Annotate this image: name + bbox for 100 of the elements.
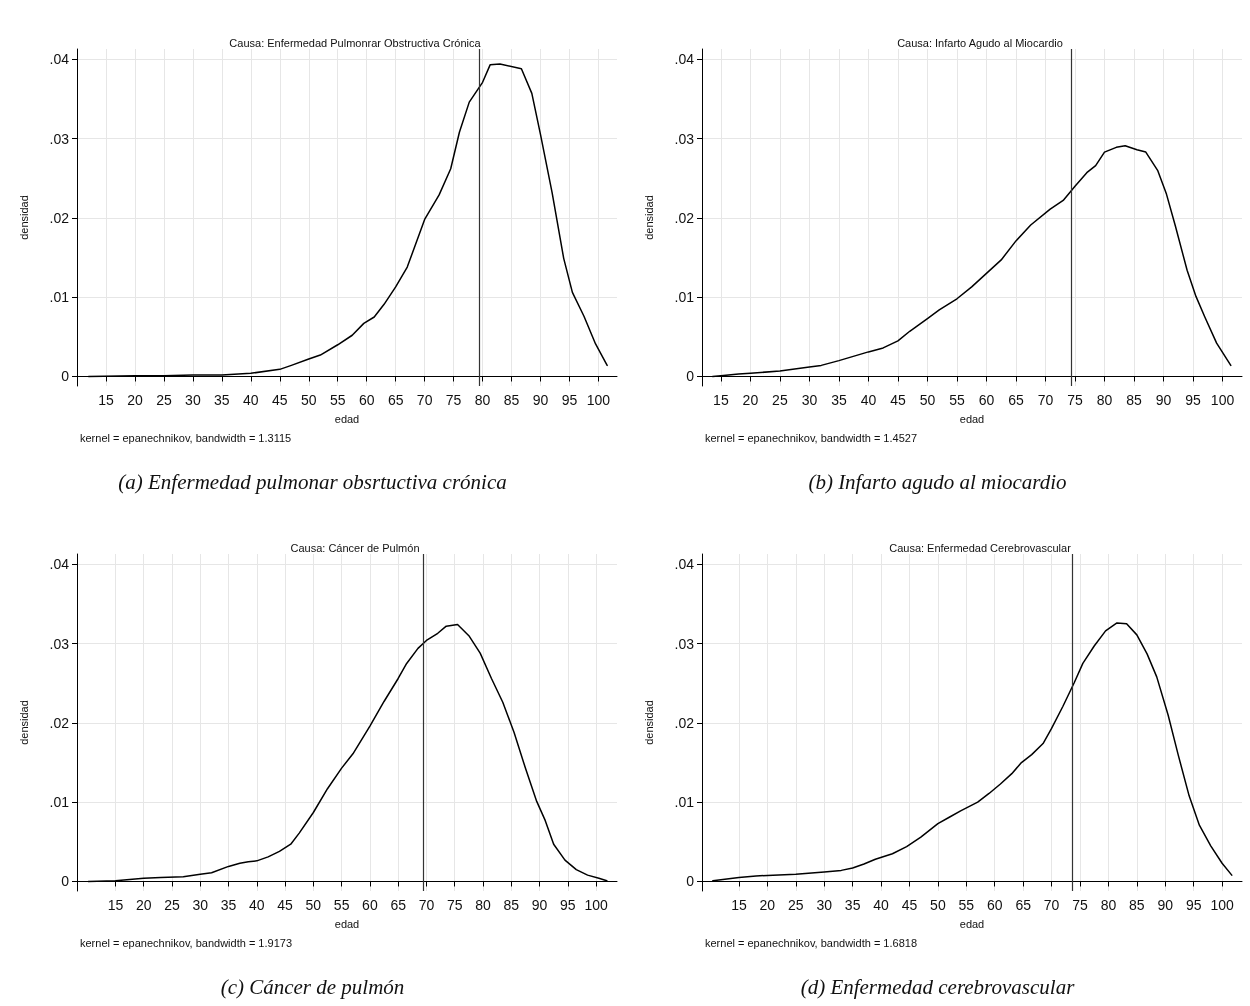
x-tick-label: 40 [873, 897, 890, 913]
x-tick-label: 85 [1126, 392, 1142, 408]
x-tick-label: 35 [220, 897, 237, 913]
x-tick-label: 70 [418, 897, 435, 913]
x-tick-label: 40 [243, 392, 259, 408]
x-tick-label: 45 [272, 392, 288, 408]
y-tick-label: .01 [674, 289, 695, 306]
x-tick-label: 40 [860, 392, 877, 408]
x-axis-title: edad [959, 412, 985, 425]
x-tick-label: 20 [759, 897, 776, 913]
x-tick-label: 95 [560, 897, 576, 913]
x-tick-label: 20 [127, 392, 143, 408]
x-tick-label: 25 [156, 392, 172, 408]
x-tick-label: 90 [532, 392, 549, 408]
x-tick-label: 65 [387, 392, 404, 408]
x-tick-label: 60 [362, 897, 378, 913]
text: kernel = epanechnikov, bandwidth = 1.3115 [80, 431, 292, 444]
chart-title: Causa: Enfermedad Cerebrovascular [889, 541, 1072, 554]
y-tick-label: .02 [674, 209, 695, 226]
text: kernel = epanechnikov, bandwidth = 1.4527 [705, 431, 918, 444]
x-tick-label: 25 [772, 392, 788, 408]
x-tick-label: 55 [333, 897, 350, 913]
x-tick-label: 45 [901, 897, 918, 913]
x-tick-label: 45 [277, 897, 294, 913]
x-tick-label: 70 [1043, 897, 1060, 913]
x-tick-label: 50 [300, 392, 317, 408]
x-tick-label: 75 [446, 897, 463, 913]
x-tick-label: 70 [1037, 392, 1054, 408]
x-tick-label: 75 [1067, 392, 1083, 408]
x-tick-label: 35 [844, 897, 861, 913]
x-tick-label: 80 [1100, 897, 1117, 913]
y-tick-label: .03 [49, 635, 70, 652]
y-tick-label: .04 [674, 556, 695, 573]
x-tick-label: 30 [185, 392, 201, 408]
y-tick-label: .03 [674, 635, 695, 652]
y-axis-title: densidad [17, 195, 30, 240]
x-tick-label: 45 [890, 392, 906, 408]
y-tick-label: 0 [61, 368, 70, 385]
y-tick-label: .04 [49, 51, 70, 68]
y-tick-label: 0 [686, 368, 695, 385]
x-tick-label: 85 [503, 392, 520, 408]
x-tick-label: 15 [713, 392, 729, 408]
y-tick-label: .01 [49, 289, 70, 306]
x-tick-label: 50 [305, 897, 322, 913]
y-axis-title: densidad [642, 700, 655, 745]
x-tick-label: 35 [214, 392, 230, 408]
x-tick-label: 80 [475, 897, 491, 913]
x-tick-label: 90 [1155, 392, 1172, 408]
x-tick-label: 60 [358, 392, 375, 408]
chart-title: Causa: Cáncer de Pulmón [290, 541, 420, 554]
y-tick-label: 0 [686, 873, 695, 890]
y-tick-label: .04 [49, 556, 70, 573]
x-tick-label: 95 [1185, 392, 1202, 408]
y-tick-label: .04 [674, 51, 695, 68]
x-tick-label: 30 [816, 897, 833, 913]
x-tick-label: 80 [474, 392, 491, 408]
y-tick-label: 0 [61, 873, 70, 890]
x-tick-label: 100 [584, 897, 608, 913]
x-axis-title: edad [334, 917, 360, 930]
x-tick-label: 65 [1015, 897, 1032, 913]
x-tick-label: 60 [978, 392, 995, 408]
y-tick-label: .03 [49, 130, 70, 147]
x-tick-label: 30 [801, 392, 818, 408]
x-tick-label: 95 [1185, 897, 1202, 913]
x-tick-label: 20 [742, 392, 759, 408]
x-tick-label: 50 [930, 897, 946, 913]
x-tick-label: 70 [416, 392, 433, 408]
x-axis-title: edad [959, 917, 985, 930]
x-tick-label: 85 [503, 897, 520, 913]
x-tick-label: 85 [1129, 897, 1145, 913]
x-tick-label: 35 [831, 392, 847, 408]
x-tick-label: 20 [135, 897, 152, 913]
text: kernel = epanechnikov, bandwidth = 1.9173 [80, 936, 293, 949]
x-tick-label: 100 [586, 392, 611, 408]
x-tick-label: 15 [731, 897, 747, 913]
x-tick-label: 30 [192, 897, 209, 913]
x-tick-label: 100 [1210, 897, 1234, 913]
x-tick-label: 60 [986, 897, 1003, 913]
x-tick-label: 15 [98, 392, 114, 408]
text: (b) Infarto agudo al miocardio [807, 470, 1068, 495]
x-tick-label: 75 [1072, 897, 1088, 913]
x-tick-label: 55 [958, 897, 975, 913]
text: kernel = epanechnikov, bandwidth = 1.6818 [705, 936, 918, 949]
x-tick-label: 75 [445, 392, 462, 408]
x-axis-title: edad [334, 412, 360, 425]
y-tick-label: .01 [49, 794, 70, 811]
x-tick-label: 15 [107, 897, 124, 913]
y-tick-label: .01 [674, 794, 695, 811]
y-tick-label: .02 [674, 714, 695, 731]
x-tick-label: 25 [164, 897, 180, 913]
x-tick-label: 65 [390, 897, 407, 913]
x-tick-label: 50 [919, 392, 936, 408]
y-axis-title: densidad [642, 195, 655, 240]
x-tick-label: 65 [1008, 392, 1024, 408]
text: (d) Enfermedad cerebrovascular [799, 975, 1076, 1000]
y-axis-title: densidad [17, 700, 30, 745]
chart-title: Causa: Enfermedad Pulmonrar Obstructiva Crónica [229, 36, 482, 49]
text: (c) Cáncer de pulmón [219, 975, 406, 1000]
x-tick-label: 95 [561, 392, 578, 408]
x-tick-label: 100 [1210, 392, 1235, 408]
